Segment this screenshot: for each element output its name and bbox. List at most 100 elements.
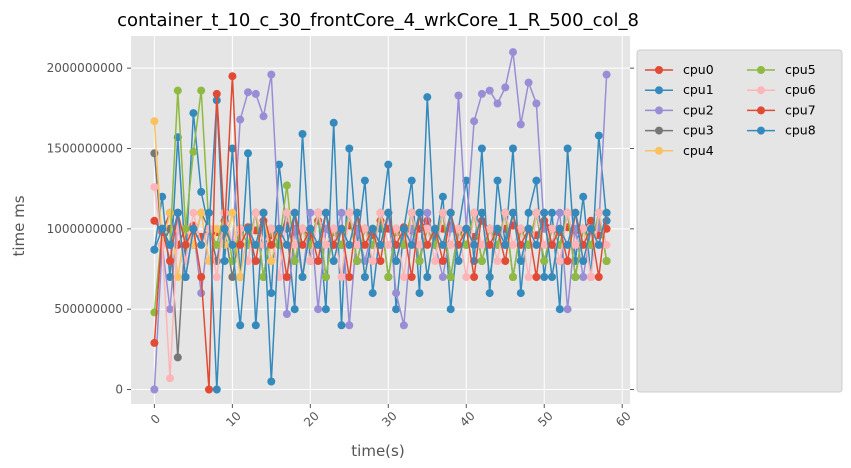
data-point-cpu7 xyxy=(594,273,603,281)
data-point-cpu8 xyxy=(532,240,541,249)
data-point-cpu2 xyxy=(477,89,486,98)
data-point-cpu0 xyxy=(587,216,595,225)
data-point-cpu5 xyxy=(189,147,198,156)
data-point-cpu2 xyxy=(244,88,252,97)
data-point-cpu7 xyxy=(376,257,385,265)
data-point-cpu8 xyxy=(368,224,377,233)
data-point-cpu8 xyxy=(189,224,198,233)
data-point-cpu7 xyxy=(438,257,447,265)
legend-label: cpu5 xyxy=(785,62,816,77)
data-point-cpu6 xyxy=(314,208,323,217)
data-point-cpu6 xyxy=(353,240,362,249)
data-point-cpu1 xyxy=(298,130,307,138)
data-point-cpu6 xyxy=(392,224,401,233)
data-point-cpu1 xyxy=(244,149,252,158)
data-point-cpu1 xyxy=(321,305,330,314)
data-point-cpu6 xyxy=(431,257,440,265)
x-tick-label: 60 xyxy=(613,409,634,430)
data-point-cpu8 xyxy=(555,224,564,233)
data-point-cpu8 xyxy=(259,208,268,217)
legend-entry-cpu5: cpu5 xyxy=(747,62,816,77)
data-point-cpu8 xyxy=(173,208,182,217)
data-point-cpu6 xyxy=(485,224,494,233)
legend-label: cpu7 xyxy=(785,102,816,117)
data-point-cpu5 xyxy=(212,240,221,249)
data-point-cpu2 xyxy=(267,70,276,79)
data-point-cpu2 xyxy=(251,89,260,98)
data-point-cpu8 xyxy=(244,224,252,233)
data-point-cpu1 xyxy=(337,321,346,330)
data-point-cpu0 xyxy=(150,216,159,225)
data-point-cpu6 xyxy=(602,240,611,249)
data-point-cpu2 xyxy=(150,385,159,394)
data-point-cpu2 xyxy=(197,289,206,298)
legend-marker xyxy=(757,66,765,74)
data-point-cpu1 xyxy=(555,305,564,314)
data-point-cpu2 xyxy=(306,208,315,217)
data-point-cpu6 xyxy=(579,224,588,233)
data-point-cpu8 xyxy=(197,240,206,249)
y-tick-label: 500000000 xyxy=(54,302,123,316)
data-point-cpu1 xyxy=(477,144,486,153)
data-point-cpu1 xyxy=(251,321,260,330)
data-point-cpu8 xyxy=(158,224,167,233)
data-point-cpu6 xyxy=(267,224,276,233)
data-point-cpu6 xyxy=(446,240,455,249)
data-point-cpu1 xyxy=(197,187,206,196)
legend-entry-cpu1: cpu1 xyxy=(645,82,714,97)
data-point-cpu1 xyxy=(407,176,416,185)
data-point-cpu8 xyxy=(329,257,338,265)
data-point-cpu6 xyxy=(399,273,408,281)
data-point-cpu7 xyxy=(470,273,479,281)
data-point-cpu1 xyxy=(485,289,494,298)
data-point-cpu6 xyxy=(501,208,510,217)
data-point-cpu8 xyxy=(462,224,471,233)
data-point-cpu8 xyxy=(399,224,408,233)
data-point-cpu4 xyxy=(236,273,245,281)
legend-marker xyxy=(757,86,765,95)
x-tick-label: 0 xyxy=(148,412,163,427)
legend-entry-cpu6: cpu6 xyxy=(747,82,816,97)
data-point-cpu4 xyxy=(220,240,229,249)
data-point-cpu6 xyxy=(477,240,486,249)
data-point-cpu8 xyxy=(267,377,276,386)
data-point-cpu8 xyxy=(446,208,455,217)
data-point-cpu4 xyxy=(150,117,159,126)
data-point-cpu6 xyxy=(290,240,299,249)
legend-entry-cpu3: cpu3 xyxy=(645,123,714,138)
legend-label: cpu2 xyxy=(683,102,714,117)
data-point-cpu3 xyxy=(173,353,182,362)
data-point-cpu4 xyxy=(228,208,237,217)
data-point-cpu7 xyxy=(212,89,221,98)
legend: cpu0 cpu1 cpu2 cpu3 cpu4 cpu5 cpu6 cpu7 cpu8 xyxy=(636,49,843,393)
data-point-cpu6 xyxy=(548,224,556,233)
data-point-cpu7 xyxy=(197,273,206,281)
x-tick-label: 10 xyxy=(223,409,244,430)
data-point-cpu6 xyxy=(212,273,221,281)
data-point-cpu5 xyxy=(384,273,393,281)
data-point-cpu1 xyxy=(189,109,198,118)
data-point-cpu1 xyxy=(290,305,299,314)
data-point-cpu5 xyxy=(197,86,206,95)
data-point-cpu8 xyxy=(360,273,369,281)
data-point-cpu5 xyxy=(228,257,237,265)
data-point-cpu7 xyxy=(251,257,260,265)
data-point-cpu6 xyxy=(259,240,268,249)
data-point-cpu2 xyxy=(602,70,611,79)
data-point-cpu7 xyxy=(345,273,354,281)
legend-frame xyxy=(636,49,843,393)
data-point-cpu5 xyxy=(282,181,291,190)
y-tick-label: 1500000000 xyxy=(47,141,123,155)
data-point-cpu6 xyxy=(594,208,603,217)
data-point-cpu2 xyxy=(516,120,525,129)
y-axis-label: time ms xyxy=(10,195,28,256)
data-point-cpu8 xyxy=(594,240,603,249)
data-point-cpu8 xyxy=(345,240,354,249)
data-point-cpu7 xyxy=(150,338,159,347)
data-point-cpu5 xyxy=(477,257,486,265)
data-point-cpu6 xyxy=(423,224,432,233)
data-point-cpu1 xyxy=(267,289,276,298)
data-point-cpu1 xyxy=(594,131,603,140)
data-point-cpu8 xyxy=(423,273,432,281)
